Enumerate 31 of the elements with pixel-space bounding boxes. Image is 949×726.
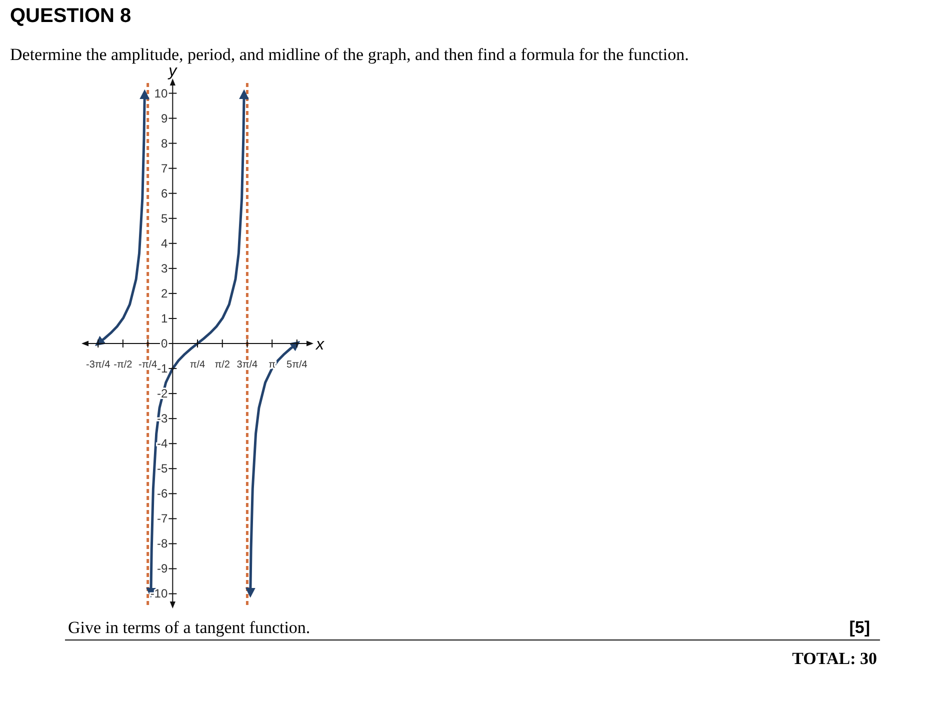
y-axis-title: y bbox=[168, 63, 178, 80]
y-tick-label: 8 bbox=[160, 136, 168, 150]
y-tick-label: 7 bbox=[160, 161, 168, 176]
y-tick-label: 3 bbox=[160, 261, 168, 276]
x-tick-label: 3π/4 bbox=[236, 360, 258, 370]
y-tick-label: 9 bbox=[160, 111, 168, 126]
y-tick-label: 5 bbox=[160, 211, 168, 226]
x-tick-label: 5π/4 bbox=[286, 360, 308, 370]
x-axis-title: x bbox=[315, 336, 325, 354]
chart-title: QUESTION 8 bbox=[10, 5, 132, 27]
y-tick-label: 6 bbox=[160, 186, 168, 200]
y-tick-label: -1 bbox=[156, 362, 168, 376]
y-tick-label: 10 bbox=[154, 86, 168, 100]
x-tick-label: -π/4 bbox=[138, 360, 158, 370]
text: Determine the amplitude, period, and midline of the graph, and then find a formula for the function. bbox=[10, 45, 689, 64]
y-tick-label: -8 bbox=[156, 536, 168, 551]
text: [5] bbox=[849, 618, 870, 637]
y-tick-label: -9 bbox=[156, 562, 168, 576]
y-tick-label: 1 bbox=[160, 311, 168, 326]
x-tick-label: π/2 bbox=[214, 360, 230, 370]
x-tick-label: -π/2 bbox=[114, 360, 133, 370]
y-tick-label: 2 bbox=[160, 286, 168, 300]
y-tick-label: -5 bbox=[156, 462, 168, 476]
x-tick-label: π/4 bbox=[190, 360, 206, 370]
x-tick-label: -3π/4 bbox=[86, 360, 111, 370]
y-tick-label: 4 bbox=[160, 236, 168, 250]
y-tick-label: -7 bbox=[156, 512, 168, 526]
text: TOTAL: 30 bbox=[792, 649, 877, 668]
text: Give in terms of a tangent function. bbox=[68, 618, 310, 637]
y-tick-label: -6 bbox=[156, 486, 168, 501]
y-tick-label: -4 bbox=[156, 436, 168, 451]
